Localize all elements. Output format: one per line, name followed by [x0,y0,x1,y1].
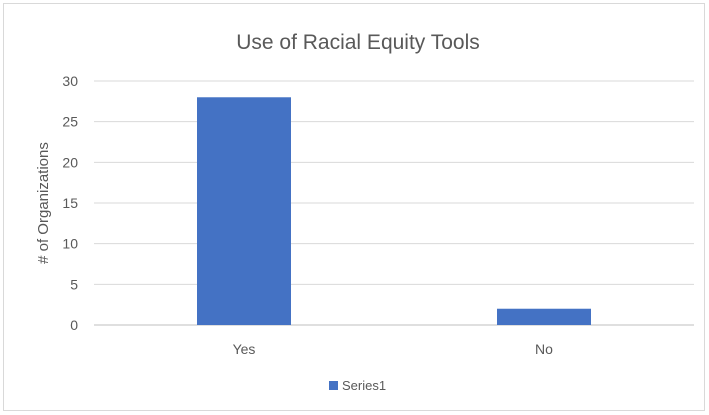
y-tick-label: 30 [62,73,78,89]
x-tick-label: Yes [233,341,256,357]
y-axis-ticks: 0 5 10 15 20 25 30 [62,73,78,333]
bar-no [497,308,591,325]
y-tick-label: 25 [62,114,78,130]
bar-yes [197,97,291,326]
bars [197,97,591,326]
chart-title: Use of Racial Equity Tools [236,31,480,54]
legend: Series1 [329,378,386,393]
y-tick-label: 5 [70,276,78,292]
y-tick-label: 10 [62,236,78,252]
gridlines [94,80,694,326]
chart-frame [3,3,705,411]
y-tick-label: 20 [62,154,78,170]
y-tick-label: 0 [70,317,78,333]
y-axis-label: # of Organizations [35,142,52,264]
y-tick-label: 15 [62,195,78,211]
legend-swatch [329,381,338,390]
legend-label: Series1 [342,378,386,393]
x-tick-label: No [535,341,553,357]
x-axis-ticks: Yes No [233,341,554,357]
